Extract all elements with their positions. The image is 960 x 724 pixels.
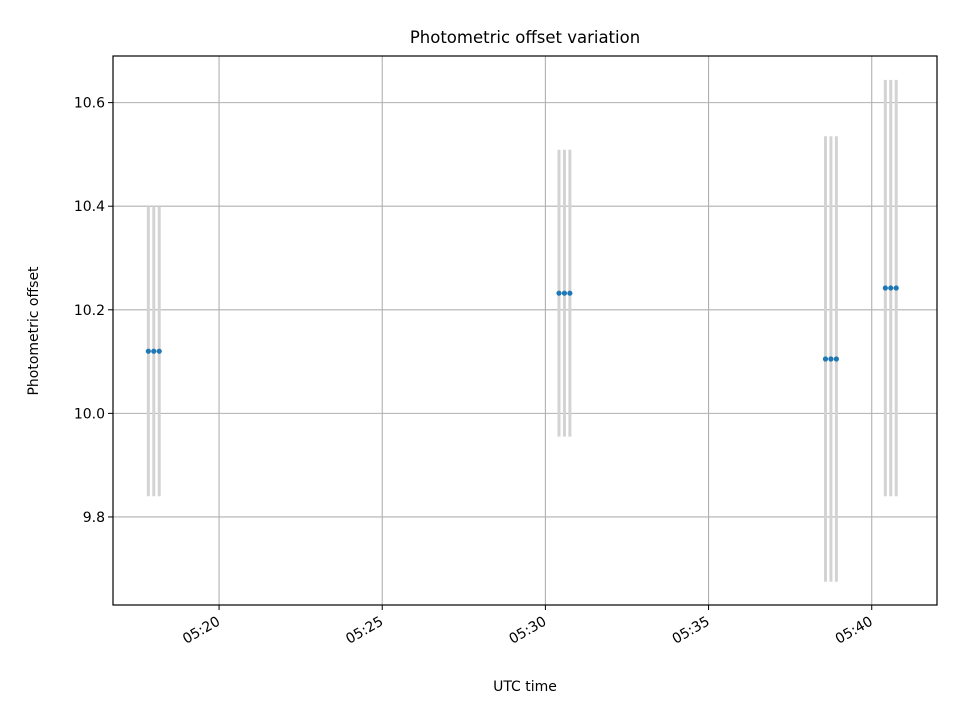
- data-point: [145, 348, 151, 354]
- data-point: [828, 356, 834, 362]
- data-point: [156, 348, 162, 354]
- grid-layer: [113, 56, 937, 605]
- point-layer: [145, 285, 899, 362]
- data-point: [567, 290, 573, 296]
- data-point: [882, 285, 888, 291]
- plot-frame: [112, 55, 938, 606]
- y-tick-label: 10.4: [74, 199, 105, 215]
- y-tick-label: 10.0: [74, 406, 105, 422]
- data-point: [556, 290, 562, 296]
- data-point: [888, 285, 894, 291]
- y-axis-label: Photometric offset: [26, 266, 42, 396]
- y-tick-label: 9.8: [83, 510, 105, 526]
- data-point: [151, 348, 157, 354]
- y-tick-label: 10.6: [74, 96, 105, 112]
- data-point: [822, 356, 829, 362]
- chart-title: Photometric offset variation: [410, 28, 640, 47]
- y-tick-layer: 9.8 10.0 10.2 10.4 10.6: [74, 96, 113, 526]
- data-point: [893, 285, 899, 291]
- data-point: [561, 290, 568, 296]
- data-point: [833, 356, 839, 362]
- y-tick-label: 10.2: [74, 303, 105, 319]
- x-axis-label: UTC time: [493, 679, 557, 695]
